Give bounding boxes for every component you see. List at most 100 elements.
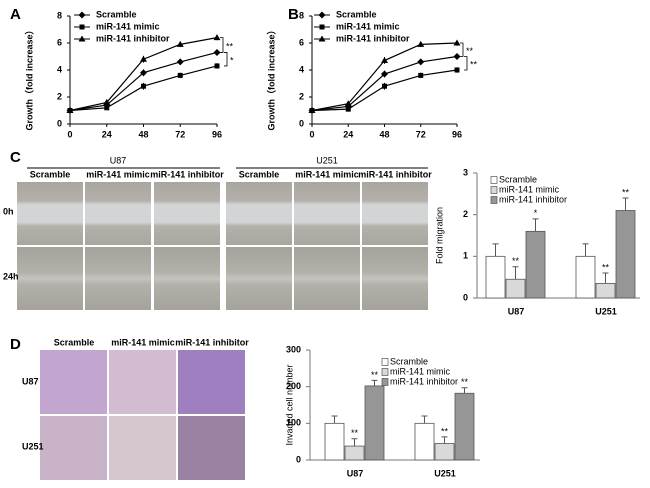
significance-label: ** (351, 428, 359, 438)
bar (344, 445, 365, 461)
y-tick-label: 3 (463, 167, 468, 177)
y-tick-label: 2 (299, 91, 304, 101)
y-tick-label: 4 (299, 64, 304, 74)
bar (525, 230, 546, 299)
y-tick-label: 8 (57, 10, 62, 20)
legend-label: miR-141 mimic (499, 184, 560, 194)
error-bar (532, 218, 539, 232)
cell-line-label: U251 (22, 441, 44, 451)
micrograph (17, 247, 83, 310)
marker (308, 107, 316, 113)
marker (344, 100, 352, 107)
legend-swatch (381, 378, 389, 386)
marker (381, 70, 388, 78)
legend-label: Scramble (336, 9, 377, 19)
marker (318, 35, 326, 42)
condition-label: miR-141 mimic (295, 169, 359, 179)
cell-line-label: U251 (316, 155, 338, 165)
y-tick-label: 100 (286, 418, 301, 428)
marker (176, 40, 184, 47)
y-tick-label: 300 (286, 344, 301, 354)
panel-label: A (10, 6, 21, 23)
error-bar (371, 379, 378, 386)
micrograph (226, 247, 292, 310)
micrograph (17, 182, 83, 245)
x-tick-label: U251 (434, 468, 456, 478)
marker (454, 67, 460, 73)
error-bar (512, 266, 519, 280)
panel-label: C (10, 149, 21, 166)
legend-label: miR-141 inhibitor (336, 33, 410, 43)
y-tick-label: 2 (57, 91, 62, 101)
x-tick-label: 24 (343, 129, 353, 139)
significance-label: ** (602, 262, 610, 272)
marker (140, 55, 147, 62)
y-tick-label: 4 (57, 64, 62, 74)
time-label: 0h (3, 206, 14, 216)
condition-label: miR-141 inhibitor (358, 169, 432, 179)
y-tick-label: 200 (286, 381, 301, 391)
error-bar (602, 272, 609, 284)
y-tick-label: 0 (57, 118, 62, 128)
micrograph (40, 416, 107, 480)
legend-label: miR-141 inhibitor (390, 376, 458, 386)
time-label: 24h (3, 271, 19, 281)
error-bar (582, 243, 589, 257)
x-tick-label: 48 (138, 129, 148, 139)
legend-swatch (490, 176, 498, 184)
bar (575, 255, 596, 299)
legend-label: Scramble (96, 9, 137, 19)
marker (417, 40, 425, 47)
bar (454, 392, 475, 461)
legend-label: miR-141 inhibitor (499, 194, 567, 204)
micrograph (294, 247, 360, 310)
marker (318, 11, 326, 19)
bar (505, 278, 526, 299)
x-tick-label: 0 (309, 129, 314, 139)
significance-label: * (534, 208, 538, 218)
micrograph (178, 350, 245, 414)
bar (434, 443, 455, 461)
x-tick-label: 72 (175, 129, 185, 139)
marker (140, 69, 147, 77)
error-bar (351, 438, 358, 447)
x-tick-label: 48 (379, 129, 389, 139)
significance-label: ** (371, 370, 379, 380)
y-tick-label: 6 (57, 37, 62, 47)
x-tick-label: 24 (102, 129, 112, 139)
significance-bracket (224, 52, 228, 67)
significance-label: ** (226, 41, 234, 51)
y-axis-label: Growth（fold increase） (24, 25, 34, 130)
cell-line-label: U87 (22, 376, 39, 386)
y-axis-label: Invaded cell number (284, 364, 294, 445)
marker (213, 34, 221, 41)
bar (364, 385, 385, 461)
marker (345, 106, 351, 112)
marker (78, 35, 86, 42)
micrograph (109, 350, 176, 414)
marker (104, 105, 110, 111)
micrograph (85, 247, 151, 310)
micrograph (178, 416, 245, 480)
legend-label: Scramble (390, 356, 428, 366)
micrograph (362, 247, 428, 310)
x-tick-label: U87 (508, 306, 525, 316)
error-bar (331, 415, 338, 424)
bar (595, 283, 616, 299)
condition-label: Scramble (54, 337, 95, 347)
micrograph (362, 182, 428, 245)
error-bar (492, 243, 499, 257)
significance-label: ** (466, 46, 474, 56)
y-tick-label: 1 (463, 251, 468, 261)
legend-label: miR-141 mimic (336, 21, 400, 31)
legend-label: miR-141 mimic (96, 21, 160, 31)
significance-label: ** (622, 187, 630, 197)
significance-label: ** (461, 377, 469, 387)
marker (103, 98, 111, 105)
bar (324, 422, 345, 461)
x-tick-label: U87 (347, 468, 364, 478)
x-tick-label: 0 (67, 129, 72, 139)
significance-bracket (220, 37, 224, 53)
panel-label: D (10, 336, 21, 353)
